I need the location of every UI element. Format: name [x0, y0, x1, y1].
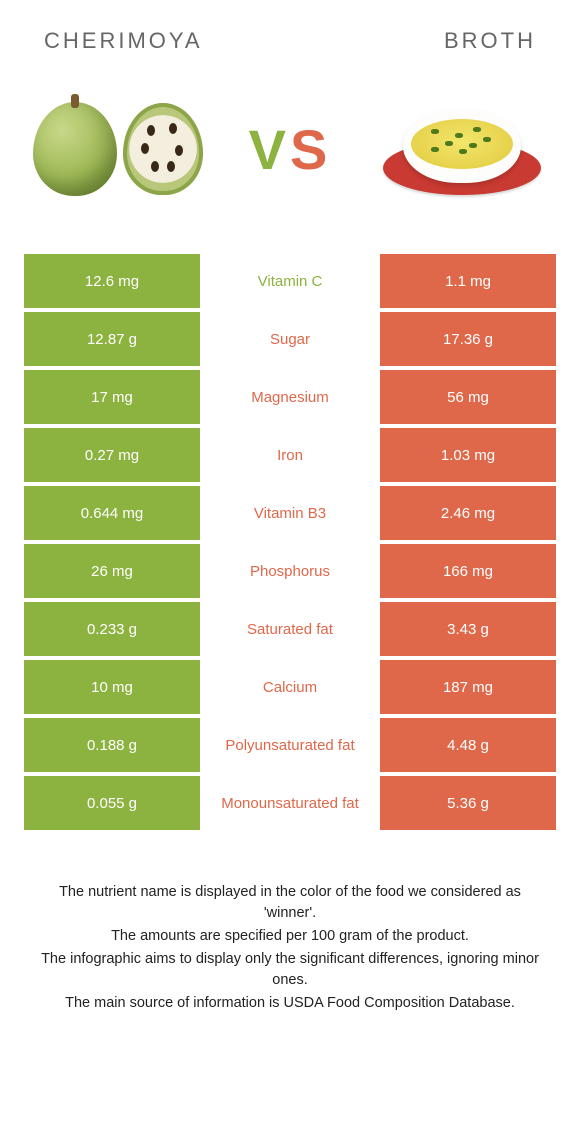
right-value: 187 mg	[380, 660, 556, 714]
nutrient-label: Monounsaturated fat	[200, 776, 380, 830]
left-value: 26 mg	[24, 544, 200, 598]
table-row: 12.87 gSugar17.36 g	[24, 312, 556, 366]
nutrient-label: Saturated fat	[200, 602, 380, 656]
header-row: CHERIMOYA BROTH	[24, 28, 556, 84]
table-row: 10 mgCalcium187 mg	[24, 660, 556, 714]
table-row: 17 mgMagnesium56 mg	[24, 370, 556, 424]
footnotes: The nutrient name is displayed in the co…	[24, 830, 556, 1014]
vs-s: S	[290, 118, 331, 181]
broth-soup-icon	[411, 119, 513, 169]
nutrient-label: Iron	[200, 428, 380, 482]
nutrient-label: Phosphorus	[200, 544, 380, 598]
footnote-line: The infographic aims to display only the…	[34, 949, 546, 991]
left-value: 0.188 g	[24, 718, 200, 772]
table-row: 0.644 mgVitamin B32.46 mg	[24, 486, 556, 540]
left-value: 12.6 mg	[24, 254, 200, 308]
table-row: 0.188 gPolyunsaturated fat4.48 g	[24, 718, 556, 772]
left-value: 0.233 g	[24, 602, 200, 656]
right-value: 3.43 g	[380, 602, 556, 656]
left-value: 0.644 mg	[24, 486, 200, 540]
footnote-line: The amounts are specified per 100 gram o…	[34, 926, 546, 947]
broth-illustration	[372, 84, 552, 214]
cherimoya-illustration	[28, 84, 208, 214]
footnote-line: The main source of information is USDA F…	[34, 993, 546, 1014]
vs-label: VS	[249, 117, 332, 182]
cherimoya-whole-icon	[33, 102, 117, 196]
right-value: 1.1 mg	[380, 254, 556, 308]
nutrient-label: Vitamin B3	[200, 486, 380, 540]
right-value: 1.03 mg	[380, 428, 556, 482]
right-value: 166 mg	[380, 544, 556, 598]
left-value: 0.27 mg	[24, 428, 200, 482]
nutrient-label: Sugar	[200, 312, 380, 366]
right-value: 2.46 mg	[380, 486, 556, 540]
vs-v: V	[249, 118, 290, 181]
nutrient-label: Vitamin C	[200, 254, 380, 308]
left-value: 0.055 g	[24, 776, 200, 830]
nutrient-label: Calcium	[200, 660, 380, 714]
table-row: 0.055 gMonounsaturated fat5.36 g	[24, 776, 556, 830]
left-value: 12.87 g	[24, 312, 200, 366]
cherimoya-half-icon	[123, 103, 203, 195]
right-value: 56 mg	[380, 370, 556, 424]
nutrient-label: Magnesium	[200, 370, 380, 424]
table-row: 0.27 mgIron1.03 mg	[24, 428, 556, 482]
nutrient-table: 12.6 mgVitamin C1.1 mg12.87 gSugar17.36 …	[24, 254, 556, 830]
right-food-title: BROTH	[444, 28, 536, 54]
nutrient-label: Polyunsaturated fat	[200, 718, 380, 772]
table-row: 0.233 gSaturated fat3.43 g	[24, 602, 556, 656]
table-row: 26 mgPhosphorus166 mg	[24, 544, 556, 598]
table-row: 12.6 mgVitamin C1.1 mg	[24, 254, 556, 308]
right-value: 17.36 g	[380, 312, 556, 366]
left-value: 10 mg	[24, 660, 200, 714]
right-value: 5.36 g	[380, 776, 556, 830]
left-value: 17 mg	[24, 370, 200, 424]
right-value: 4.48 g	[380, 718, 556, 772]
footnote-line: The nutrient name is displayed in the co…	[34, 882, 546, 924]
left-food-title: CHERIMOYA	[44, 28, 203, 54]
vs-row: VS	[24, 84, 556, 254]
